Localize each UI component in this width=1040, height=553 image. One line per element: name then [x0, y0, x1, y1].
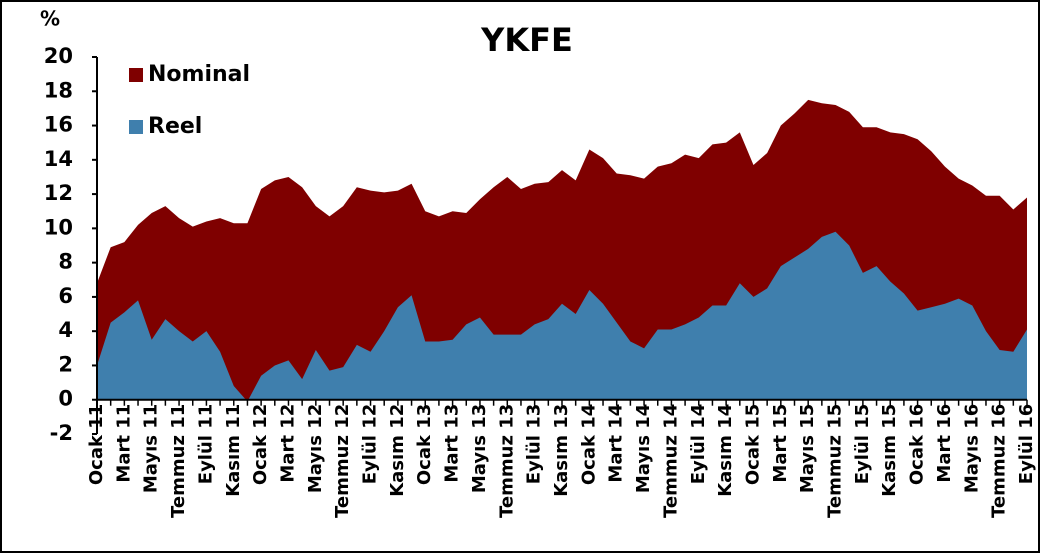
y-tick-label: 0 [58, 387, 73, 411]
x-tick-label: Eylül 14 [688, 404, 709, 485]
legend-label: Nominal [148, 62, 250, 87]
x-tick-label: Eylül 13 [524, 404, 545, 485]
x-tick-label: Temmuz 15 [825, 404, 846, 518]
x-tick-label: Mayıs 13 [469, 404, 490, 493]
y-tick-label: 16 [44, 113, 73, 137]
x-tick-label: Mart 16 [934, 404, 955, 483]
y-tick-label: 20 [44, 44, 73, 68]
x-tick-label: Mayıs 11 [141, 404, 162, 493]
x-tick-label: Mart 11 [113, 404, 134, 483]
area [97, 231, 1027, 402]
x-tick-label: Eylül 11 [195, 404, 216, 485]
x-tick-label: Kasım 15 [879, 404, 900, 497]
y-tick-label: 8 [58, 250, 73, 274]
x-tick-label: Mayıs 14 [633, 404, 654, 493]
x-tick-label: Eylül 12 [360, 404, 381, 485]
x-tick-label: Ocak 13 [414, 404, 435, 485]
x-tick-label: Ocak 15 [742, 404, 763, 485]
x-tick-label: Kasım 11 [223, 404, 244, 497]
x-tick-label: Ocak 11 [86, 404, 107, 485]
legend-swatch [129, 120, 143, 134]
x-tick-label: Temmuz 11 [168, 404, 189, 518]
x-tick-label: Mart 13 [442, 404, 463, 483]
x-tick-label: Mart 14 [606, 404, 627, 483]
legend-swatch [129, 68, 143, 82]
x-tick-label: Kasım 13 [551, 404, 572, 497]
x-tick-label: Kasım 12 [387, 404, 408, 497]
y-tick-label: 10 [44, 215, 73, 239]
x-tick-label: Mayıs 15 [797, 404, 818, 493]
y-tick-label: 4 [58, 318, 73, 342]
x-tick-label: Ocak 14 [578, 404, 599, 485]
legend-label: Reel [148, 114, 202, 139]
x-tick-label: Ocak 16 [907, 404, 928, 485]
x-tick-label: Mart 12 [277, 404, 298, 483]
y-axis-label: % [40, 7, 60, 31]
y-tick-label: -2 [50, 421, 73, 445]
y-tick-label: 6 [58, 284, 73, 308]
chart-title: YKFE [480, 21, 573, 59]
x-tick-label: Eylül 15 [852, 404, 873, 485]
x-tick-label: Kasım 14 [715, 404, 736, 497]
x-tick-label: Temmuz 12 [332, 404, 353, 518]
x-tick-label: Ocak 12 [250, 404, 271, 485]
x-tick-label: Temmuz 14 [660, 404, 681, 518]
x-tick-label: Mart 15 [770, 404, 791, 483]
y-tick-label: 14 [44, 147, 73, 171]
y-tick-label: 2 [58, 352, 73, 376]
y-tick-label: 12 [44, 181, 73, 205]
y-tick-label: 18 [44, 78, 73, 102]
x-tick-label: Temmuz 13 [496, 404, 517, 518]
x-tick-label: Mayıs 12 [305, 404, 326, 493]
x-tick-label: Temmuz 16 [989, 404, 1010, 518]
x-tick-label: Mayıs 16 [961, 404, 982, 493]
x-tick-label: Eylül 16 [1016, 404, 1037, 485]
